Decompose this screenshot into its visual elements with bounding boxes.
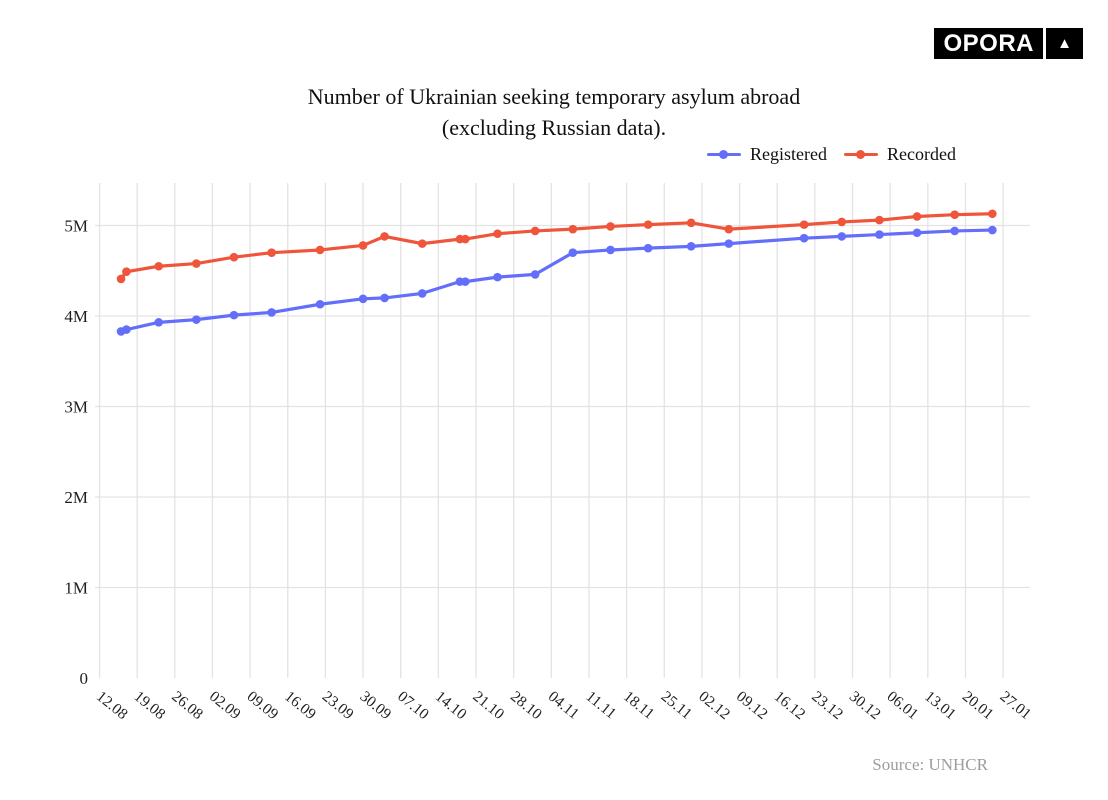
chart-title-line1: Number of Ukrainian seeking temporary as…	[307, 84, 801, 109]
data-point-registered	[950, 226, 960, 236]
data-point-recorded	[229, 252, 239, 262]
data-point-recorded	[154, 261, 163, 271]
x-tick-label: 23.12	[808, 688, 846, 723]
x-tick-label: 25.11	[658, 688, 695, 723]
data-point-registered	[643, 243, 653, 253]
data-point-recorded	[530, 226, 540, 236]
legend-item-recorded[interactable]: Recorded	[844, 144, 956, 165]
data-point-registered	[530, 270, 540, 279]
legend-item-registered[interactable]: Registered	[707, 144, 827, 165]
data-point-recorded	[417, 239, 427, 248]
data-point-recorded	[122, 267, 131, 276]
registered-line-swatch	[707, 150, 742, 159]
opora-logo: OPORA ▲	[934, 28, 1083, 59]
data-point-recorded	[875, 215, 884, 225]
x-tick-label: 14.10	[432, 688, 470, 723]
x-tick-label: 16.12	[771, 688, 809, 723]
data-point-recorded	[950, 210, 960, 219]
data-point-recorded	[460, 234, 470, 244]
logo-triangle-icon: ▲	[1046, 28, 1083, 59]
y-tick-label: 0	[80, 669, 89, 688]
opora-logo-text: OPORA	[934, 28, 1043, 59]
data-point-registered	[267, 308, 276, 317]
legend-label-recorded: Recorded	[887, 144, 956, 164]
y-tick-label: 3M	[64, 398, 88, 417]
data-point-recorded	[192, 259, 201, 268]
data-point-registered	[606, 245, 615, 255]
data-point-recorded	[493, 229, 502, 238]
data-point-registered	[417, 289, 427, 298]
x-tick-label: 30.09	[357, 688, 395, 723]
x-tick-label: 09.09	[244, 688, 282, 723]
chart-title: Number of Ukrainian seeking temporary as…	[0, 81, 1108, 143]
x-tick-label: 02.12	[695, 688, 733, 723]
x-tick-label: 19.08	[131, 688, 169, 723]
x-tick-label: 06.01	[884, 688, 922, 723]
data-point-recorded	[686, 218, 696, 228]
x-tick-label: 11.11	[582, 688, 619, 722]
chart-title-line2: (excluding Russian data).	[441, 115, 667, 140]
x-tick-label: 02.09	[206, 688, 244, 723]
source-note: Source: UNHCR	[872, 755, 988, 774]
data-point-recorded	[116, 274, 126, 284]
data-point-registered	[875, 230, 884, 239]
x-tick-label: 20.01	[959, 688, 997, 723]
data-point-registered	[724, 239, 734, 248]
data-point-recorded	[643, 220, 653, 229]
data-point-registered	[686, 242, 696, 251]
data-point-recorded	[267, 248, 276, 257]
x-tick-label: 07.10	[394, 688, 432, 723]
recorded-line-swatch	[844, 150, 879, 159]
data-point-registered	[154, 318, 163, 327]
x-tick-label: 16.09	[281, 688, 319, 723]
data-point-registered	[912, 228, 922, 238]
data-point-registered	[568, 248, 578, 257]
data-point-registered	[315, 299, 325, 309]
legend: Registered Recorded	[707, 144, 956, 165]
x-tick-label: 23.09	[319, 688, 357, 723]
legend-label-registered: Registered	[750, 144, 828, 164]
x-tick-label: 28.10	[507, 688, 545, 723]
data-point-registered	[192, 315, 201, 324]
data-point-registered	[358, 294, 368, 304]
data-point-registered	[229, 310, 239, 320]
y-tick-label: 2M	[64, 488, 88, 507]
x-tick-label: 04.11	[545, 688, 582, 723]
data-point-registered	[460, 277, 470, 286]
data-point-recorded	[724, 224, 734, 234]
data-point-registered	[837, 232, 847, 241]
data-point-registered	[493, 272, 502, 282]
data-point-recorded	[799, 220, 809, 229]
data-point-recorded	[912, 212, 922, 221]
y-tick-label: 1M	[64, 579, 88, 598]
x-tick-label: 21.10	[469, 688, 507, 723]
data-point-recorded	[380, 232, 389, 241]
x-tick-label: 13.01	[921, 688, 959, 723]
data-point-registered	[799, 233, 809, 243]
data-point-registered	[988, 225, 997, 235]
y-tick-label: 5M	[64, 217, 88, 236]
x-tick-label: 12.08	[93, 688, 131, 723]
x-tick-label: 09.12	[733, 688, 771, 723]
x-tick-label: 26.08	[168, 688, 206, 723]
data-point-recorded	[837, 217, 847, 227]
x-tick-label: 30.12	[846, 688, 884, 723]
data-point-recorded	[358, 241, 368, 250]
y-tick-label: 4M	[64, 307, 88, 326]
data-point-registered	[380, 293, 389, 303]
data-point-recorded	[988, 209, 997, 219]
series-line-recorded	[119, 212, 994, 281]
x-tick-label: 18.11	[620, 688, 657, 723]
data-point-recorded	[568, 224, 578, 234]
data-point-recorded	[606, 222, 615, 231]
data-point-registered	[122, 325, 131, 334]
data-point-recorded	[315, 245, 325, 255]
x-tick-label: 27.01	[997, 688, 1035, 723]
